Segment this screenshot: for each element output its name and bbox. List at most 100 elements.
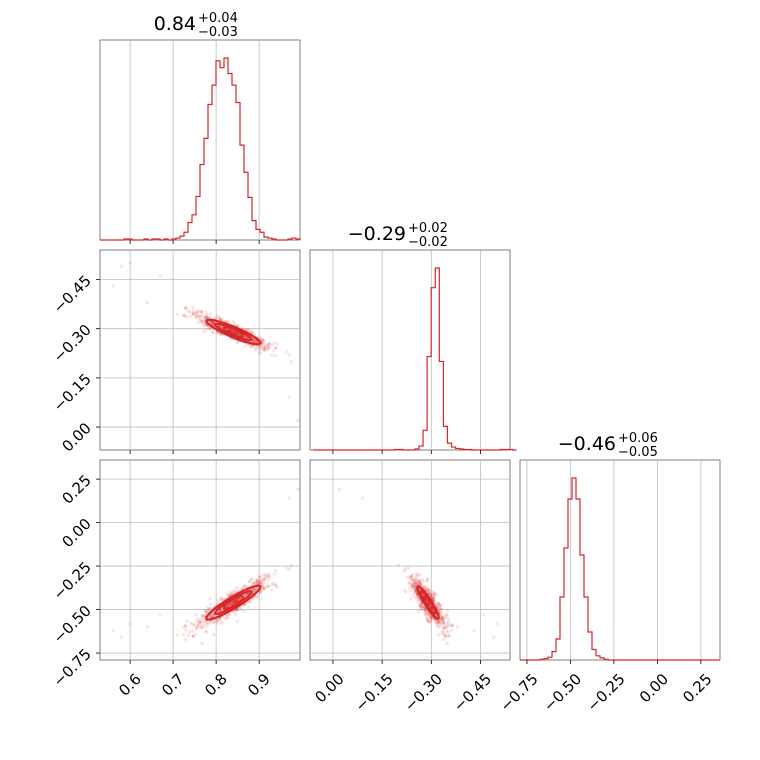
sample-point — [419, 580, 423, 584]
sample-point — [429, 619, 433, 623]
sample-point — [194, 613, 198, 617]
sample-point — [234, 332, 238, 336]
sample-point — [203, 609, 207, 613]
sample-point — [263, 576, 267, 581]
sample-point — [411, 572, 415, 576]
sample-point — [230, 329, 234, 333]
sample-point — [446, 630, 450, 634]
sample-point — [439, 607, 443, 611]
sample-point — [266, 578, 271, 582]
sample-point — [409, 575, 413, 579]
sample-point — [436, 601, 441, 605]
sample-point — [259, 338, 263, 342]
sample-point — [233, 599, 237, 603]
sample-point — [445, 641, 449, 646]
sample-point — [441, 620, 445, 624]
sample-point — [231, 330, 235, 334]
sample-point — [425, 617, 429, 621]
sample-point — [414, 579, 418, 583]
sample-point — [233, 330, 237, 334]
contour-3 — [222, 595, 244, 610]
sample-point — [442, 621, 446, 626]
sample-point — [207, 315, 211, 320]
sample-point — [111, 628, 115, 633]
y-tick-label: −0.75 — [50, 645, 95, 690]
sample-point — [204, 610, 208, 614]
sample-point — [270, 343, 274, 347]
sample-point — [243, 335, 247, 339]
sample-point — [235, 332, 239, 336]
sample-point — [426, 599, 430, 603]
sample-point — [184, 305, 188, 310]
sample-point — [442, 621, 446, 625]
sample-point — [413, 596, 417, 600]
sample-point — [257, 581, 261, 585]
sample-point — [235, 589, 239, 594]
sample-point — [248, 579, 252, 583]
sample-point — [236, 608, 240, 612]
sample-point — [190, 629, 195, 633]
sample-point — [260, 586, 265, 590]
sample-point — [402, 569, 407, 573]
sample-point — [234, 599, 239, 604]
sample-point — [184, 628, 188, 632]
title-minus-2: −0.02 — [408, 235, 448, 250]
sample-point — [258, 350, 262, 354]
sample-point — [241, 585, 245, 590]
sample-point — [288, 353, 292, 357]
sample-point — [197, 623, 202, 627]
sample-point — [194, 632, 198, 636]
sample-point — [410, 574, 414, 578]
sample-point — [262, 348, 266, 352]
sample-point — [423, 612, 428, 616]
sample-point — [232, 599, 236, 604]
sample-point — [259, 591, 263, 595]
sample-point — [444, 622, 449, 627]
sample-point — [230, 329, 234, 333]
sample-point — [289, 360, 294, 364]
sample-point — [128, 621, 132, 626]
sample-point — [403, 567, 407, 571]
sample-point — [183, 624, 187, 628]
sample-point — [254, 580, 258, 584]
contour-1 — [205, 318, 262, 346]
sample-point — [191, 313, 196, 317]
sample-point — [287, 395, 291, 400]
sample-point — [260, 579, 264, 583]
sample-point — [263, 347, 267, 351]
sample-point — [257, 579, 261, 583]
sample-point — [424, 598, 428, 602]
sample-point — [208, 327, 212, 331]
sample-point — [197, 310, 201, 314]
sample-point — [435, 619, 439, 623]
sample-point — [415, 580, 419, 584]
sample-point — [428, 614, 432, 618]
sample-point — [216, 619, 220, 623]
sample-point — [442, 637, 446, 641]
sample-point — [432, 591, 436, 595]
sample-point — [208, 621, 212, 625]
panel-frame — [309, 249, 511, 451]
sample-point — [203, 315, 207, 319]
sample-point — [215, 621, 220, 625]
sample-point — [185, 315, 189, 319]
sample-point — [268, 575, 272, 579]
scatter-panel-2-1 — [96, 250, 300, 454]
sample-point — [200, 311, 204, 315]
x-tick-label: 0.8 — [201, 670, 231, 700]
sample-point — [408, 588, 412, 593]
sample-point — [437, 622, 441, 626]
sample-point — [270, 353, 274, 357]
sample-point — [259, 344, 263, 348]
sample-point — [432, 598, 436, 602]
sample-point — [233, 332, 237, 336]
sample-point — [414, 575, 418, 579]
sample-point — [244, 327, 248, 331]
sample-point — [209, 614, 213, 618]
sample-point — [227, 613, 231, 617]
sample-point — [438, 604, 442, 608]
sample-point — [237, 332, 241, 336]
sample-point — [422, 585, 426, 589]
sample-point — [425, 600, 430, 604]
sample-point — [227, 328, 231, 332]
